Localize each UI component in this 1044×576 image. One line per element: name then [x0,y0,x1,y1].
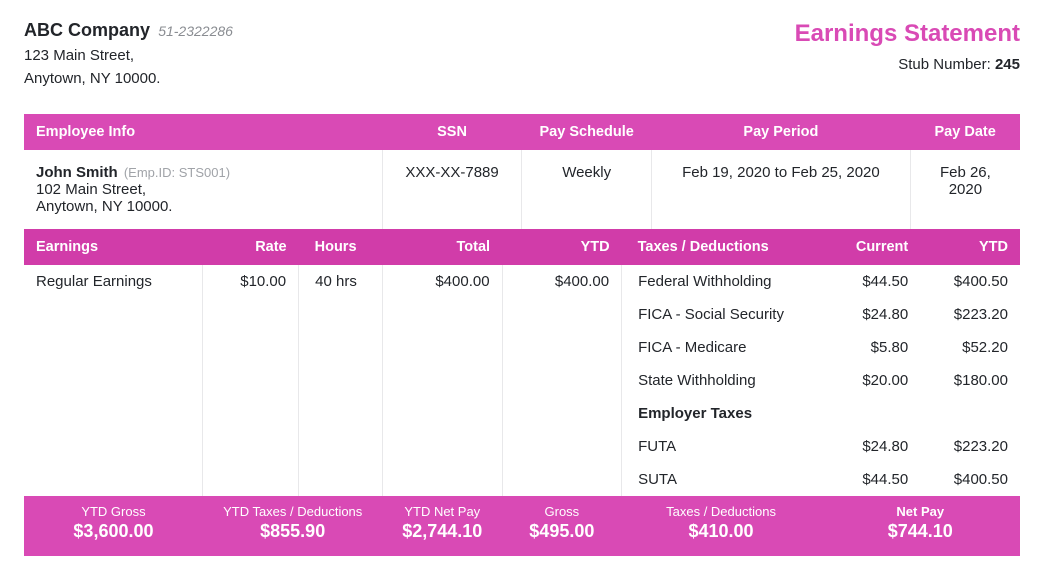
col-ssn: SSN [382,114,521,150]
tax-ytd-value: $180.00 [920,364,1020,397]
total-value [382,331,502,364]
table-row: FICA - Social Security$24.80$223.20 [24,298,1020,331]
table-row: Regular Earnings$10.0040 hrs$400.00$400.… [24,265,1020,298]
tax-ytd-value: $52.20 [920,331,1020,364]
earnings-label [24,397,203,430]
hours-value [299,463,383,496]
earnings-label [24,364,203,397]
tax-label: FICA - Social Security [622,298,821,331]
statement-block: Earnings Statement Stub Number: 245 [795,20,1020,73]
earnings-label [24,298,203,331]
tax-label: Employer Taxes [622,397,821,430]
rate-value [203,397,299,430]
schedule-value: Weekly [522,150,652,229]
total-value [382,397,502,430]
summary-cell: Net Pay$744.10 [821,496,1021,556]
hours-value [299,364,383,397]
total-value: $400.00 [382,265,502,298]
ssn-value: XXX-XX-7889 [382,150,521,229]
document-header: ABC Company 51-2322286 123 Main Street, … [24,20,1020,90]
rate-value [203,298,299,331]
earnings-table: Earnings Rate Hours Total YTD Taxes / De… [24,229,1020,556]
col-taxes: Taxes / Deductions [622,229,821,265]
col-pay-schedule: Pay Schedule [522,114,652,150]
tax-ytd-value [920,397,1020,430]
summary-cell: YTD Gross$3,600.00 [24,496,203,556]
employee-cell: John Smith (Emp.ID: STS001) 102 Main Str… [24,150,382,229]
total-value [382,463,502,496]
tax-ytd-value: $223.20 [920,298,1020,331]
employee-info-row: John Smith (Emp.ID: STS001) 102 Main Str… [24,150,1020,229]
col-ytd2: YTD [920,229,1020,265]
ytd-value [502,463,622,496]
hours-value: 40 hrs [299,265,383,298]
table-row: State Withholding$20.00$180.00 [24,364,1020,397]
tax-ytd-value: $400.50 [920,463,1020,496]
total-value [382,430,502,463]
statement-title: Earnings Statement [795,20,1020,48]
summary-cell: Gross$495.00 [502,496,622,556]
summary-footer: YTD Gross$3,600.00YTD Taxes / Deductions… [24,496,1020,556]
stub-number: Stub Number: 245 [795,56,1020,73]
rate-value [203,463,299,496]
current-value: $44.50 [821,265,921,298]
col-total: Total [382,229,502,265]
period-value: Feb 19, 2020 to Feb 25, 2020 [652,150,911,229]
current-value: $5.80 [821,331,921,364]
company-id: 51-2322286 [158,23,233,39]
rate-value [203,331,299,364]
hours-value [299,397,383,430]
tax-ytd-value: $223.20 [920,430,1020,463]
table-row: FICA - Medicare$5.80$52.20 [24,331,1020,364]
ytd-value: $400.00 [502,265,622,298]
tax-label: SUTA [622,463,821,496]
table-row: SUTA$44.50$400.50 [24,463,1020,496]
tax-label: FUTA [622,430,821,463]
col-pay-date: Pay Date [910,114,1020,150]
rate-value: $10.00 [203,265,299,298]
current-value: $20.00 [821,364,921,397]
hours-value [299,331,383,364]
col-rate: Rate [203,229,299,265]
employee-info-table: Employee Info SSN Pay Schedule Pay Perio… [24,114,1020,229]
ytd-value [502,397,622,430]
ytd-value [502,298,622,331]
tax-label: FICA - Medicare [622,331,821,364]
earnings-label: Regular Earnings [24,265,203,298]
current-value: $44.50 [821,463,921,496]
earnings-label [24,463,203,496]
earnings-label [24,430,203,463]
summary-cell: Taxes / Deductions$410.00 [622,496,821,556]
rate-value [203,430,299,463]
hours-value [299,298,383,331]
table-row: FUTA$24.80$223.20 [24,430,1020,463]
col-employee-info: Employee Info [24,114,382,150]
earnings-label [24,331,203,364]
col-ytd: YTD [502,229,622,265]
rate-value [203,364,299,397]
total-value [382,298,502,331]
date-value: Feb 26, 2020 [910,150,1020,229]
summary-cell: YTD Taxes / Deductions$855.90 [203,496,383,556]
col-earnings: Earnings [24,229,203,265]
hours-value [299,430,383,463]
ytd-value [502,364,622,397]
company-address: 123 Main Street, Anytown, NY 10000. [24,45,233,90]
table-row: Employer Taxes [24,397,1020,430]
summary-cell: YTD Net Pay$2,744.10 [382,496,502,556]
ytd-value [502,331,622,364]
ytd-value [502,430,622,463]
current-value: $24.80 [821,298,921,331]
company-block: ABC Company 51-2322286 123 Main Street, … [24,20,233,90]
col-current: Current [821,229,921,265]
col-hours: Hours [299,229,383,265]
tax-label: Federal Withholding [622,265,821,298]
current-value [821,397,921,430]
tax-label: State Withholding [622,364,821,397]
current-value: $24.80 [821,430,921,463]
total-value [382,364,502,397]
tax-ytd-value: $400.50 [920,265,1020,298]
col-pay-period: Pay Period [652,114,911,150]
company-name: ABC Company [24,20,150,40]
